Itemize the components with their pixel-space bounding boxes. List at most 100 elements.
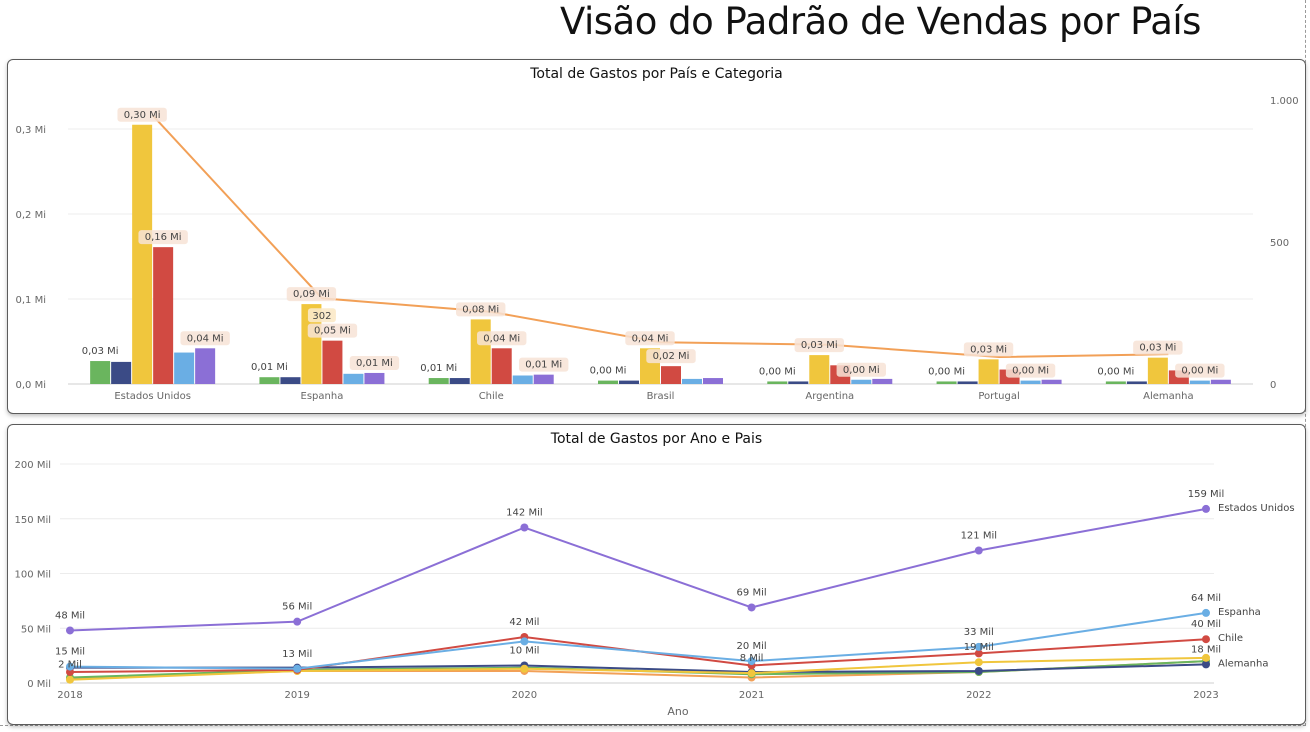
series-point [974, 546, 983, 555]
bar-data-label: 0,00 Mi [1012, 366, 1049, 377]
line-chart-title: Total de Gastos por Ano e Pais [550, 431, 763, 447]
bar-chart-title: Total de Gastos por País e Categoria [530, 66, 783, 82]
x-category-label: Chile [479, 391, 504, 402]
point-data-label: 121 Mil [961, 531, 997, 542]
series-point [520, 664, 529, 673]
bar [195, 348, 216, 384]
point-data-label: 56 Mil [282, 602, 312, 613]
series-end-label: Chile [1218, 633, 1243, 644]
bar-data-label: 0,02 Mi [653, 351, 690, 362]
bar-data-label: 0,03 Mi [801, 340, 838, 351]
bar [598, 380, 618, 384]
bar [682, 378, 702, 384]
bar-chart-panel[interactable]: Total de Gastos por País e Categoria 0,0… [7, 59, 1306, 414]
y-tick-label: 50 Mil [21, 624, 51, 635]
bar [978, 359, 999, 384]
bar-data-label: 0,08 Mi [462, 304, 499, 315]
point-data-label: 10 Mil [509, 645, 539, 656]
series-point [1202, 608, 1210, 617]
bar-data-label: 0,00 Mi [590, 366, 627, 377]
bar-data-label: 0,01 Mi [251, 362, 288, 373]
series-point [293, 617, 302, 626]
data-label-bg [307, 308, 336, 323]
bar [512, 375, 533, 384]
y-tick-label: 100 Mil [15, 570, 51, 581]
data-label-bg [477, 331, 527, 346]
x-category-label: Brasil [647, 391, 675, 402]
series-point [66, 662, 74, 671]
bar [259, 377, 280, 384]
point-data-label: 33 Mil [964, 627, 994, 638]
y-tick-label: 0,3 Mi [16, 125, 47, 136]
point-data-label: 159 Mil [1188, 489, 1224, 500]
series-point [520, 523, 529, 532]
bar [322, 340, 343, 384]
bar [1020, 380, 1041, 384]
data-label-bg [180, 331, 230, 346]
bar [936, 381, 957, 384]
series-point [1202, 635, 1210, 644]
bar-data-label: 0,30 Mi [124, 110, 161, 121]
point-data-label: 42 Mil [509, 617, 539, 628]
bar [1126, 381, 1147, 384]
point-data-label: 40 Mil [1191, 619, 1221, 630]
point-data-label: 15 Mil [55, 647, 85, 658]
series-point [66, 668, 74, 677]
x-tick-label: 2022 [966, 690, 991, 701]
bar [470, 319, 491, 384]
canvas-border-bottom [0, 725, 1306, 726]
series-point [747, 603, 756, 612]
point-data-label: 18 Mil [1191, 644, 1221, 655]
series-point [747, 657, 756, 666]
bar-data-label: 0,03 Mi [82, 346, 119, 357]
point-data-label: 13 Mil [282, 649, 312, 660]
bar-data-label: 0,00 Mi [1181, 366, 1218, 377]
point-data-label: 142 Mil [506, 508, 542, 519]
line-chart-panel[interactable]: Total de Gastos por Ano e Pais 0 Mil 50 M… [7, 424, 1306, 725]
line-data-label: 302 [312, 311, 331, 322]
x-tick-label: 2020 [512, 690, 537, 701]
series-point [1202, 660, 1210, 669]
data-label-bg [286, 287, 337, 302]
x-category-label: Alemanha [1143, 391, 1193, 402]
bar [533, 374, 554, 384]
bar-data-label: 0,04 Mi [187, 333, 224, 344]
series-end-label: Espanha [1218, 607, 1261, 618]
bar [703, 378, 723, 384]
bar-data-label: 0,01 Mi [420, 363, 457, 374]
y-tick-label: 0,0 Mi [16, 380, 47, 391]
bar-data-label: 0,00 Mi [1097, 366, 1134, 377]
y-tick-label: 0 Mil [27, 679, 51, 690]
bar [1041, 379, 1062, 384]
bar [872, 378, 893, 384]
point-data-label: 20 Mil [737, 641, 767, 652]
series-end-label: Estados Unidos [1218, 503, 1295, 514]
point-data-label: 69 Mil [737, 587, 767, 598]
series-point [747, 669, 756, 678]
bar [90, 361, 111, 384]
bar [132, 124, 153, 384]
bar [364, 372, 385, 384]
data-label-bg [1005, 363, 1056, 378]
bar-chart-svg: 0,0 Mi 0,1 Mi 0,2 Mi 0,3 Mi 0 500 1.000 Estados… [16, 96, 1299, 402]
data-label-bg [349, 355, 400, 370]
series-point [974, 642, 983, 651]
bar [1189, 380, 1210, 384]
bar-data-label: 0,00 Mi [843, 365, 880, 376]
bar [619, 380, 639, 384]
x-category-label: Espanha [301, 391, 344, 402]
y-tick-label: 200 Mil [15, 460, 51, 471]
bar [1105, 381, 1126, 384]
page-title: Visão do Padrão de Vendas por País [560, 0, 1201, 43]
series-point [520, 637, 529, 646]
bar-data-label: 0,01 Mi [356, 358, 393, 369]
bar [111, 361, 132, 384]
series-line [69, 656, 1207, 681]
point-data-label: 48 Mil [55, 610, 85, 621]
data-label-bg [646, 349, 696, 364]
series-point [974, 649, 983, 658]
series-line [69, 611, 1207, 670]
bar [957, 381, 978, 384]
bar [661, 366, 681, 384]
bar [280, 377, 301, 384]
